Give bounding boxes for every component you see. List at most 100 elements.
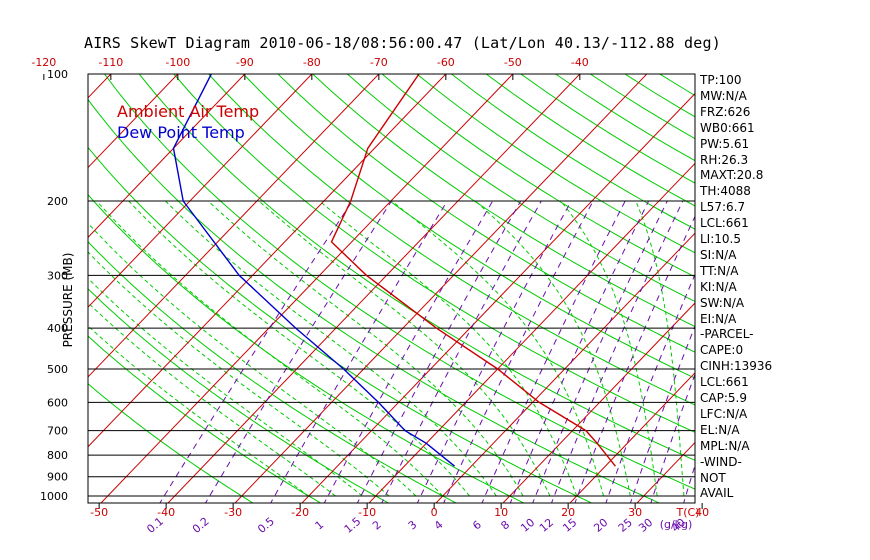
index-line: LFC:N/A [700, 406, 748, 421]
isotherm-line [769, 65, 870, 505]
isotherm-line [234, 74, 648, 503]
moist-adiabat-line [88, 302, 336, 497]
mixing-ratio-line [323, 200, 494, 503]
top-temperature-tick-label: -40 [571, 56, 589, 69]
isotherm-line [368, 162, 695, 503]
top-temperature-tick-label: -70 [370, 56, 388, 69]
mixing-ratio-line [381, 200, 542, 503]
temperature-unit-label: T(C) [676, 506, 700, 519]
index-line: PW:5.61 [700, 136, 750, 151]
top-temperature-tick-label: -80 [303, 56, 321, 69]
isotherm-line [88, 74, 447, 448]
mixing-ratio-line [509, 200, 650, 503]
index-line: -WIND- [700, 454, 742, 469]
top-temperature-tick-label: -50 [504, 56, 522, 69]
bottom-temperature-tick-label: -10 [358, 506, 376, 519]
index-line: RH:26.3 [700, 152, 749, 167]
index-line: MW:N/A [700, 88, 747, 103]
mixing-ratio-tick-label: 4 [432, 518, 446, 532]
dry-adiabat-line [277, 74, 695, 353]
bottom-temperature-tick-label: -20 [291, 506, 309, 519]
dry-adiabat-line [88, 146, 593, 503]
index-line: EI:N/A [700, 311, 737, 326]
dry-adiabat-line [485, 74, 695, 207]
dry-adiabat-line [451, 74, 695, 230]
index-line: MAXT:20.8 [700, 168, 764, 183]
bottom-temperature-tick-label: -50 [90, 506, 108, 519]
mixing-ratio-line [683, 463, 695, 503]
bottom-temperature-tick-label: 20 [561, 506, 575, 519]
mixing-ratio-line [605, 273, 695, 503]
bottom-temperature-tick-label: 40 [695, 506, 709, 519]
dry-adiabat-line [312, 74, 695, 328]
isotherm-line [502, 302, 695, 503]
dry-adiabat-line [173, 74, 695, 433]
isotherm-line [88, 74, 112, 99]
mixing-ratio-tick-label: 2 [370, 518, 384, 532]
index-line: WB0:661 [700, 120, 755, 135]
mixing-ratio-tick-label: 8 [498, 518, 512, 532]
pressure-tick-label: 900 [47, 471, 68, 484]
mixing-ratio-line [356, 200, 522, 503]
bottom-temperature-tick-label: -30 [224, 506, 242, 519]
dry-adiabat-line [88, 383, 254, 503]
moist-adiabat-line [207, 200, 524, 497]
bottom-temperature-tick-label: 0 [431, 506, 438, 519]
isotherm-line [88, 74, 246, 239]
index-line: CINH:13936 [700, 359, 773, 374]
mixing-ratio-line [550, 200, 684, 503]
index-line: TP:100 [700, 73, 742, 87]
dry-adiabat-line [88, 193, 525, 503]
pressure-tick-label: 1000 [40, 490, 68, 503]
mixing-ratio-line [629, 325, 695, 503]
mixing-ratio-tick-label: 12 [537, 516, 556, 535]
isotherm-line [435, 232, 695, 503]
chart-title: AIRS SkewT Diagram 2010-06-18/08:56:00.4… [84, 34, 721, 52]
legend-ambient-air-temp: Ambient Air Temp [117, 102, 260, 121]
index-line: KI:N/A [700, 279, 737, 294]
bottom-temperature-tick-label: -40 [157, 506, 175, 519]
index-line: AVAIL [700, 486, 734, 501]
isotherm-line [836, 65, 870, 505]
isotherm-line [301, 92, 695, 503]
dry-adiabat-line [138, 74, 695, 461]
pressure-tick-label: 100 [47, 68, 68, 81]
isotherm-line [569, 372, 695, 503]
index-line: LCL:661 [700, 375, 749, 390]
dry-adiabat-line [347, 74, 695, 303]
index-line: L57:6.7 [700, 200, 746, 215]
mixing-ratio-tick-label: 10 [518, 516, 537, 535]
mixing-ratio-line [159, 200, 353, 503]
pressure-tick-label: 200 [47, 195, 68, 208]
top-temperature-tick-label: -100 [165, 56, 190, 69]
dry-adiabat-line [659, 74, 695, 96]
isotherm-line [88, 74, 380, 378]
mixing-ratio-tick-label: 1 [313, 518, 327, 532]
dewpoint-profile [172, 74, 456, 467]
index-line: NOT [700, 470, 726, 485]
top-temperature-tick-label: -110 [98, 56, 123, 69]
dry-adiabat-line [416, 74, 695, 254]
moist-adiabat-line [88, 325, 310, 497]
mixing-ratio-tick-label: 6 [470, 518, 484, 532]
mixing-ratio-tick-label: 0.5 [255, 515, 277, 536]
index-line: SI:N/A [700, 247, 737, 262]
pressure-tick-label: 700 [47, 425, 68, 438]
dry-adiabat-line [208, 74, 695, 406]
moist-adiabat-line [319, 200, 578, 497]
index-line: CAP:5.9 [700, 391, 747, 405]
mixing-ratio-tick-label: 20 [591, 516, 610, 535]
isotherm-line [167, 74, 581, 503]
pressure-tick-label: 600 [47, 396, 68, 409]
mixing-ratio-line [443, 200, 594, 503]
isotherm-line [88, 74, 179, 169]
isotherm-line [0, 65, 53, 505]
isotherm-line [100, 74, 514, 503]
moist-adiabat-line [560, 200, 658, 497]
legend-dew-point-temp: Dew Point Temp [117, 123, 245, 142]
mixing-ratio-line [650, 372, 695, 503]
index-line: EL:N/A [700, 422, 740, 437]
index-line: SW:N/A [700, 295, 745, 310]
